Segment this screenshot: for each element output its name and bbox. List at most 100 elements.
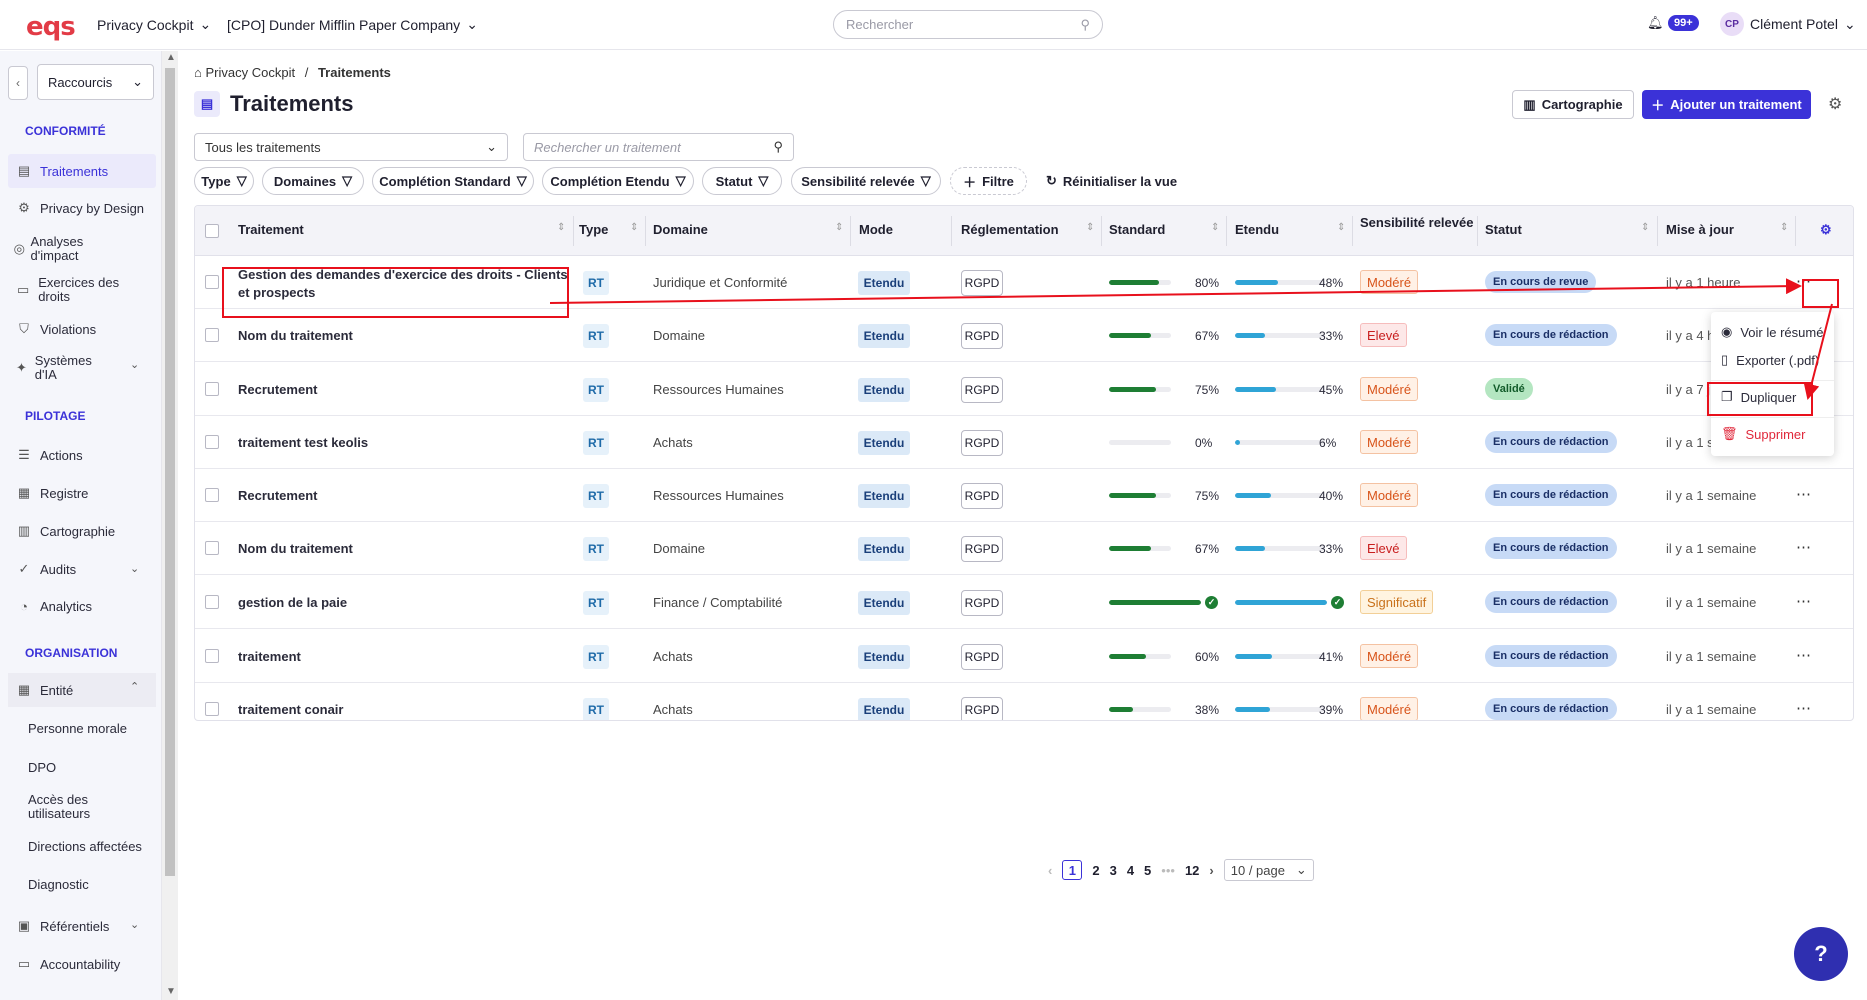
col-traitement[interactable]: Traitement: [238, 222, 304, 237]
sort-icon[interactable]: ⇕: [1780, 222, 1789, 233]
breadcrumb-root[interactable]: Privacy Cockpit: [205, 65, 296, 80]
col-mode[interactable]: Mode: [859, 222, 893, 237]
page-5[interactable]: 5: [1144, 862, 1152, 878]
sidebar-subitem[interactable]: Diagnostic: [28, 877, 89, 892]
col-type[interactable]: Type: [579, 222, 609, 237]
sort-icon[interactable]: ⇕: [1211, 222, 1220, 233]
menu-item-duplicate[interactable]: ❐ Dupliquer: [1721, 389, 1796, 405]
traitement-name[interactable]: traitement: [238, 649, 301, 664]
scroll-down-arrow[interactable]: ▼: [166, 986, 176, 997]
row-checkbox[interactable]: [205, 595, 219, 609]
filter-chip-type[interactable]: Type ▽: [194, 167, 254, 195]
prev-page-icon[interactable]: ‹: [1048, 862, 1053, 878]
more-actions-button[interactable]: ⋯: [1796, 593, 1811, 610]
filter-chip-completion-standard[interactable]: Complétion Standard ▽: [372, 167, 534, 195]
sidebar-subitem[interactable]: Personne morale: [28, 721, 127, 736]
row-checkbox[interactable]: [205, 541, 219, 555]
select-all-checkbox[interactable]: [205, 224, 219, 238]
row-checkbox[interactable]: [205, 649, 219, 663]
traitement-name[interactable]: Nom du traitement: [238, 328, 353, 343]
table-row[interactable]: Gestion des demandes d'exercice des droi…: [195, 256, 1853, 309]
traitement-name[interactable]: Gestion des demandes d'exercice des droi…: [238, 267, 568, 300]
scroll-up-arrow[interactable]: ▲: [166, 52, 176, 63]
chevron-up-icon[interactable]: ⌃: [130, 681, 140, 693]
row-checkbox[interactable]: [205, 435, 219, 449]
page-1[interactable]: 1: [1062, 860, 1083, 880]
sidebar-item-audits[interactable]: ✓ Audits: [8, 561, 156, 577]
row-checkbox[interactable]: [205, 488, 219, 502]
chevron-down-icon[interactable]: ⌄: [130, 359, 140, 371]
sidebar-item-violations[interactable]: ⛉ Violations: [8, 321, 156, 337]
sort-icon[interactable]: ⇕: [557, 222, 566, 233]
column-settings-icon[interactable]: ⚙: [1820, 222, 1832, 237]
traitement-name[interactable]: Recrutement: [238, 382, 318, 397]
sort-icon[interactable]: ⇕: [1337, 222, 1346, 233]
sidebar-item-actions[interactable]: ☰ Actions: [8, 447, 156, 463]
company-menu[interactable]: [CPO] Dunder Mifflin Paper Company ⌄: [227, 16, 478, 33]
traitement-name[interactable]: Nom du traitement: [238, 541, 353, 556]
page-12[interactable]: 12: [1184, 862, 1200, 878]
sidebar-subitem[interactable]: Directions affectées: [28, 839, 142, 854]
col-reglementation[interactable]: Réglementation: [961, 222, 1059, 237]
chevron-down-icon[interactable]: ⌄: [130, 563, 140, 575]
table-row[interactable]: Recrutement RT Ressources Humaines Etendu RG…: [195, 469, 1853, 522]
chevron-down-icon[interactable]: ⌄: [130, 919, 140, 931]
sidebar-subitem[interactable]: Accès des utilisateurs: [28, 792, 91, 821]
filter-chip-completion-etendu[interactable]: Complétion Etendu ▽: [542, 167, 694, 195]
more-actions-button[interactable]: ⋯: [1796, 486, 1811, 503]
row-checkbox[interactable]: [205, 382, 219, 396]
sidebar-item-entite[interactable]: ▦ Entité: [8, 673, 156, 707]
add-filter-button[interactable]: ＋ Filtre: [950, 167, 1027, 195]
add-traitement-button[interactable]: ＋ Ajouter un traitement: [1642, 90, 1811, 119]
table-row[interactable]: traitement test keolis RT Achats Etendu RGPD…: [195, 416, 1853, 469]
sidebar-scroll-thumb[interactable]: [165, 68, 175, 876]
col-statut[interactable]: Statut: [1485, 222, 1522, 237]
sidebar-item-exercices[interactable]: ▭ Exercices des droits: [8, 276, 148, 304]
sidebar-item-accountability[interactable]: ▭ Accountability: [8, 956, 156, 972]
menu-item-export-pdf[interactable]: ▯ Exporter (.pdf): [1721, 352, 1819, 368]
filter-chip-domaines[interactable]: Domaines ▽: [262, 167, 364, 195]
traitement-name[interactable]: Recrutement: [238, 488, 318, 503]
table-row[interactable]: Nom du traitement RT Domaine Etendu RGPD 67% 3…: [195, 522, 1853, 575]
col-etendu[interactable]: Etendu: [1235, 222, 1280, 237]
collapse-sidebar-button[interactable]: ‹: [8, 66, 28, 100]
row-checkbox[interactable]: [205, 328, 219, 342]
gear-icon[interactable]: ⚙: [1828, 96, 1843, 113]
more-actions-button[interactable]: ⋯: [1796, 539, 1811, 556]
page-2[interactable]: 2: [1092, 862, 1100, 878]
sidebar-item-privacy-by-design[interactable]: ⚙ Privacy by Design: [8, 200, 156, 216]
row-checkbox[interactable]: [205, 702, 219, 716]
sidebar-item-registre[interactable]: ▦ Registre: [8, 485, 156, 501]
page-4[interactable]: 4: [1126, 862, 1135, 878]
menu-item-view-summary[interactable]: ◉ Voir le résumé: [1721, 324, 1823, 340]
table-row[interactable]: gestion de la paie RT Finance / Comptabili…: [195, 576, 1853, 629]
table-row[interactable]: traitement RT Achats Etendu RGPD 60% 41% Modéré…: [195, 630, 1853, 683]
filter-chip-statut[interactable]: Statut ▽: [702, 167, 782, 195]
traitement-name[interactable]: traitement test keolis: [238, 435, 369, 450]
sidebar-item-systemes-ia[interactable]: ✦ Systèmes d'IA: [8, 354, 104, 382]
col-sensibilite[interactable]: Sensibilité relevée: [1360, 215, 1474, 230]
sort-icon[interactable]: ⇕: [1641, 222, 1650, 233]
traitement-name[interactable]: traitement conair: [238, 702, 344, 717]
sidebar-item-analytics[interactable]: ◔ Analytics: [8, 599, 156, 614]
cartographie-button[interactable]: ▥ Cartographie: [1512, 90, 1634, 119]
user-menu[interactable]: CP Clément Potel ⌄: [1720, 12, 1856, 36]
menu-item-delete[interactable]: 🗑︎ Supprimer: [1721, 426, 1805, 442]
next-page-icon[interactable]: ›: [1209, 862, 1214, 878]
help-chat-button[interactable]: ?: [1794, 927, 1848, 981]
shortcut-dropdown[interactable]: Raccourcis ⌄: [37, 64, 154, 100]
more-actions-button[interactable]: ⋯: [1796, 647, 1811, 664]
col-standard[interactable]: Standard: [1109, 222, 1166, 237]
table-row[interactable]: Nom du traitement RT Domaine Etendu RGPD 67% 3…: [195, 309, 1853, 362]
table-row[interactable]: traitement conair RT Achats Etendu RGPD 38% 39…: [195, 683, 1853, 720]
sidebar-item-analyses[interactable]: ◎ Analyses d'impact: [8, 235, 104, 263]
sidebar-item-traitements[interactable]: ▤ Traitements: [8, 154, 156, 188]
pagination-ellipsis[interactable]: •••: [1161, 862, 1175, 878]
sidebar-subitem[interactable]: DPO: [28, 760, 57, 775]
sort-icon[interactable]: ⇕: [1086, 222, 1095, 233]
traitement-search-input[interactable]: Rechercher un traitement ⚲: [523, 133, 794, 161]
sort-icon[interactable]: ⇕: [630, 222, 639, 233]
bell-icon[interactable]: 🔔︎: [1647, 15, 1664, 30]
page-size-select[interactable]: 10 / page ⌄: [1223, 859, 1314, 881]
global-search-input[interactable]: Rechercher ⚲: [833, 10, 1103, 39]
